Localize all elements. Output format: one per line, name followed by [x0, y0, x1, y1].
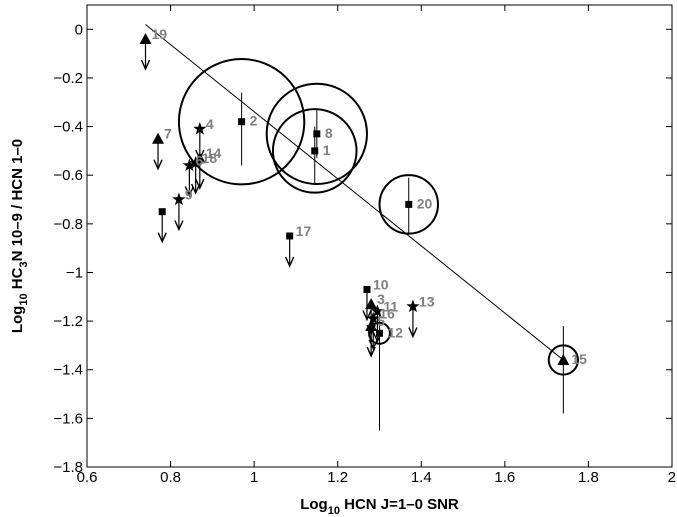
point-label: 1	[323, 142, 331, 158]
upper-limit-arrow-head	[157, 232, 167, 244]
y-tick-label: −1	[66, 264, 83, 281]
x-axis-label-prefix: Log	[300, 496, 328, 513]
point-label: 19	[152, 26, 168, 42]
y-tick-label: 0	[75, 21, 83, 38]
y-tick-label: −1.6	[53, 410, 83, 427]
x-axis-label-rest: HCN J=1–0 SNR	[340, 496, 459, 513]
error-circle	[368, 321, 391, 345]
error-circle	[265, 82, 368, 186]
square-marker	[286, 232, 294, 240]
star-marker	[172, 192, 186, 206]
error-circle	[547, 344, 579, 376]
point-label: 17	[296, 223, 312, 239]
y-axis-label-rest: N 10–9 / HCN 1–0	[9, 139, 26, 262]
error-circle	[271, 108, 358, 194]
x-axis-label: Log10 HCN J=1–0 SNR	[300, 496, 459, 517]
triangle-marker	[365, 319, 378, 331]
point-label: 2	[250, 113, 258, 129]
point-label: 7	[164, 126, 172, 142]
point-label: 8	[325, 125, 333, 141]
x-tick-label: 1.8	[578, 469, 599, 486]
x-tick-label: 1.6	[494, 469, 515, 486]
square-marker	[376, 329, 383, 337]
y-tick-label: −0.2	[53, 70, 83, 87]
point-label: 6	[195, 152, 203, 168]
point-label: 15	[571, 351, 587, 367]
x-tick-label: 1	[250, 469, 258, 486]
square-marker	[158, 208, 166, 216]
square-marker	[363, 285, 371, 293]
y-axis-ticks: 0 −0.2 −0.4 −0.6 −0.8 −1 −1.2 −1.4 −1.6 −1.8	[53, 21, 672, 476]
upper-limit-arrow-head	[195, 178, 205, 190]
error-circles	[177, 58, 579, 376]
point-label: 18	[202, 150, 218, 166]
error-circle	[177, 58, 306, 186]
point-label: 20	[417, 195, 433, 211]
upper-limit-arrow-head	[140, 59, 151, 71]
y-tick-label: −1.4	[53, 362, 83, 379]
y-axis-label-prefix: Log	[9, 306, 26, 334]
point-label: 3	[377, 291, 385, 307]
x-axis-ticks: 0.6 0.8 1 1.2 1.4 1.6 1.8 2	[77, 5, 676, 486]
triangle-marker	[139, 33, 152, 45]
star-marker	[370, 304, 385, 318]
star-marker	[406, 299, 420, 313]
error-circle	[378, 174, 439, 235]
upper-limit-arrow-head	[366, 346, 376, 358]
point-label: 14	[206, 145, 222, 161]
star-marker	[366, 311, 380, 325]
upper-limit-arrow-head	[285, 256, 295, 268]
point-label: 12	[388, 324, 404, 340]
y-tick-label: −0.8	[53, 216, 83, 233]
y-axis-label: Log10 HC3N 10–9 / HCN 1–0	[9, 139, 30, 333]
star-marker	[182, 158, 197, 172]
x-tick-label: 1.4	[411, 469, 432, 486]
triangle-marker	[152, 132, 165, 144]
point-label: 16	[379, 306, 395, 322]
point-label: 5	[377, 313, 385, 329]
data-markers	[139, 33, 570, 366]
upper-limit-arrow-head	[153, 159, 163, 171]
upper-limit-arrow-head	[408, 327, 418, 339]
y-tick-label: −1.8	[53, 459, 83, 476]
triangle-marker	[365, 298, 378, 310]
fit-line	[145, 24, 564, 361]
y-axis-label-subscript-2: 3	[18, 261, 30, 267]
point-label: 11	[383, 298, 398, 314]
star-marker	[193, 122, 207, 135]
square-marker	[313, 130, 321, 138]
point-label: 13	[419, 294, 435, 310]
square-marker	[405, 200, 413, 208]
y-axis-label-mid: HC	[9, 267, 26, 293]
y-tick-label: −0.4	[53, 119, 83, 136]
square-marker	[238, 118, 246, 126]
x-axis-label-subscript: 10	[328, 505, 340, 517]
x-tick-label: 0.8	[160, 469, 181, 486]
upper-limit-arrow-head	[184, 186, 195, 198]
axes-frame	[86, 4, 673, 468]
point-label: 10	[373, 276, 389, 292]
point-label: 4	[206, 116, 214, 132]
y-tick-label: −0.6	[53, 167, 83, 184]
y-axis-label-subscript-1: 10	[18, 293, 30, 305]
square-marker	[311, 147, 319, 155]
upper-limit-arrow-head	[174, 220, 184, 232]
y-tick-label: −1.2	[53, 313, 83, 330]
x-tick-label: 1.2	[327, 469, 348, 486]
fit-line-group	[145, 24, 564, 361]
x-tick-label: 0.6	[77, 469, 98, 486]
triangle-marker	[557, 354, 570, 366]
point-label: 9	[185, 187, 193, 203]
upper-limit-arrow-head	[362, 310, 372, 322]
star-marker	[188, 156, 203, 169]
x-tick-label: 2	[668, 469, 676, 486]
